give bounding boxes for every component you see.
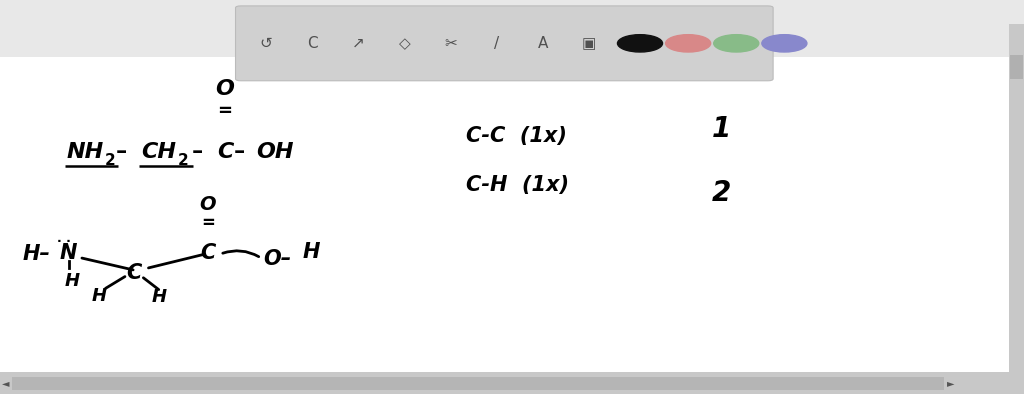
- Circle shape: [666, 35, 711, 52]
- Text: C-H  (1x): C-H (1x): [466, 175, 569, 195]
- Text: · ·: · ·: [56, 235, 71, 247]
- Text: CH: CH: [141, 142, 176, 162]
- Text: ▣: ▣: [582, 36, 596, 51]
- Text: –: –: [233, 142, 245, 162]
- Text: 2: 2: [712, 179, 731, 207]
- Text: C-C  (1x): C-C (1x): [466, 126, 567, 146]
- Text: C: C: [126, 263, 142, 282]
- FancyBboxPatch shape: [236, 6, 773, 81]
- Text: A: A: [538, 36, 548, 51]
- Text: =: =: [217, 102, 231, 120]
- Text: –: –: [116, 142, 127, 162]
- Text: H: H: [65, 271, 80, 290]
- Bar: [1010, 55, 1023, 79]
- Text: 1: 1: [712, 115, 731, 143]
- Text: NH: NH: [67, 142, 103, 162]
- Text: ↺: ↺: [260, 36, 272, 51]
- Text: 2: 2: [104, 153, 115, 168]
- Text: H: H: [91, 287, 106, 305]
- Circle shape: [617, 35, 663, 52]
- Bar: [12, 377, 944, 390]
- Circle shape: [762, 35, 807, 52]
- Text: –: –: [191, 142, 203, 162]
- Text: /: /: [494, 36, 500, 51]
- Text: ↗: ↗: [352, 36, 365, 51]
- Text: H: H: [302, 242, 319, 262]
- Text: ►: ►: [946, 378, 954, 388]
- Text: =: =: [201, 214, 215, 232]
- Text: H–: H–: [23, 244, 50, 264]
- Text: H: H: [152, 288, 167, 307]
- Text: ◄: ◄: [2, 378, 10, 388]
- Text: 2: 2: [178, 153, 188, 168]
- Circle shape: [714, 35, 759, 52]
- Text: ✂: ✂: [444, 36, 457, 51]
- Bar: [0, 57, 1009, 372]
- Text: OH: OH: [256, 142, 294, 162]
- Text: N: N: [59, 243, 77, 263]
- Text: O: O: [200, 195, 216, 214]
- Text: C: C: [200, 243, 216, 263]
- Bar: [1009, 24, 1024, 372]
- Text: O–: O–: [263, 249, 292, 269]
- Text: C: C: [307, 36, 317, 51]
- Text: C: C: [217, 142, 233, 162]
- Text: ◇: ◇: [398, 36, 411, 51]
- Bar: [0, 372, 1024, 394]
- Text: O: O: [215, 79, 233, 98]
